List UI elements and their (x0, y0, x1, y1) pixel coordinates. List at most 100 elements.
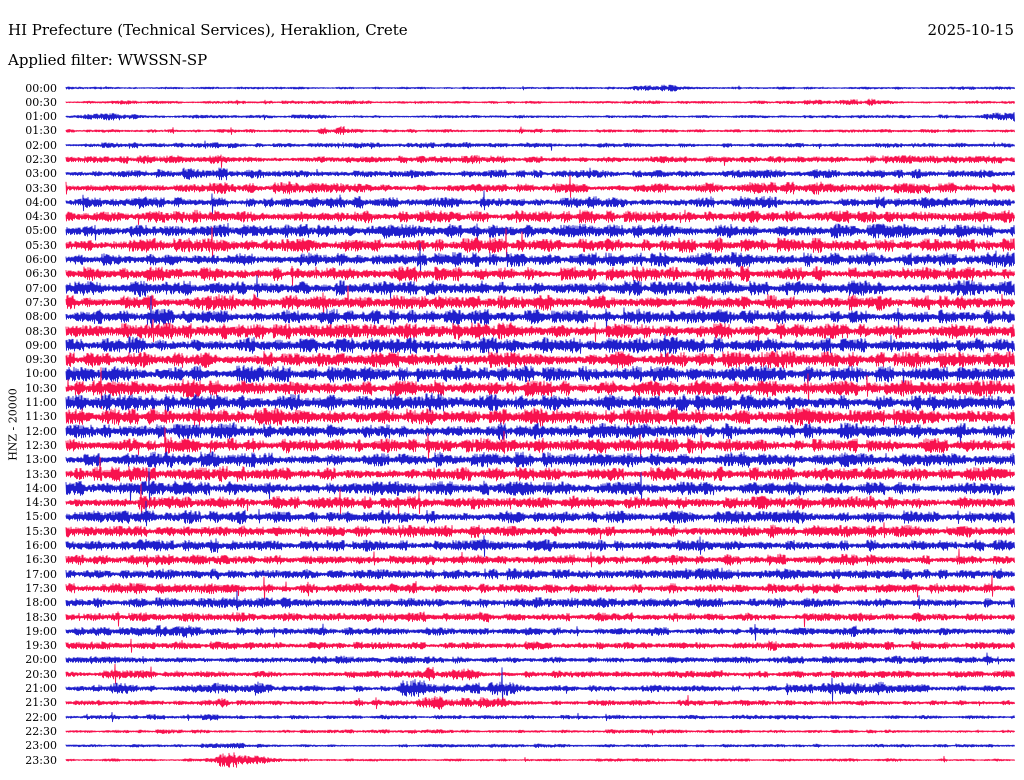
time-label-1430: 14:30 (25, 496, 57, 510)
time-label-0130: 01:30 (25, 124, 57, 138)
seismo-trace-0130 (65, 125, 1015, 136)
seismo-trace-1500 (65, 500, 1015, 527)
time-label-0230: 02:30 (25, 152, 57, 166)
seismo-trace-0730 (65, 285, 1015, 321)
time-label-2100: 21:00 (25, 682, 57, 695)
time-label-0200: 02:00 (25, 138, 57, 152)
time-label-1230: 12:30 (25, 438, 57, 452)
seismo-trace-1900 (65, 623, 1015, 641)
time-label-1830: 18:30 (25, 610, 57, 624)
seismo-trace-0030 (65, 98, 1015, 106)
time-label-1130: 11:30 (25, 410, 57, 424)
seismo-trace-2130 (65, 694, 1015, 710)
time-label-1700: 17:00 (25, 567, 57, 581)
seismo-trace-0600 (65, 242, 1015, 275)
seismo-trace-0300 (65, 167, 1015, 181)
seismo-trace-2230 (65, 728, 1015, 736)
time-label-2000: 20:00 (25, 653, 57, 667)
seismo-trace-0200 (65, 140, 1015, 151)
seismo-trace-1330 (65, 456, 1015, 483)
seismo-trace-1930 (65, 638, 1015, 653)
time-label-1530: 15:30 (25, 524, 57, 538)
seismo-trace-0100 (65, 112, 1015, 122)
time-label-2030: 20:30 (25, 667, 57, 681)
seismo-trace-1430 (65, 483, 1015, 520)
time-label-0330: 03:30 (25, 181, 57, 195)
time-label-1300: 13:00 (25, 453, 57, 467)
time-label-0600: 06:00 (25, 253, 57, 267)
seismo-trace-0700 (65, 274, 1015, 299)
time-label-1000: 10:00 (25, 367, 57, 381)
time-label-0400: 04:00 (25, 195, 57, 209)
seismo-trace-0400 (65, 190, 1015, 215)
seismo-trace-0230 (65, 154, 1015, 168)
seismo-trace-1830 (65, 611, 1015, 628)
time-label-1730: 17:30 (25, 581, 57, 595)
seismo-trace-0930 (65, 350, 1015, 369)
time-label-0830: 08:30 (25, 324, 57, 338)
time-label-2300: 23:00 (25, 739, 57, 753)
time-label-2130: 21:30 (25, 696, 57, 710)
time-label-1630: 16:30 (25, 553, 57, 567)
seismo-trace-1100 (65, 392, 1015, 413)
seismo-trace-1800 (65, 590, 1015, 611)
time-label-1200: 12:00 (25, 424, 57, 438)
time-label-0530: 05:30 (25, 238, 57, 252)
time-label-0630: 06:30 (25, 267, 57, 281)
seismo-trace-1300 (65, 451, 1015, 469)
seismo-trace-0830 (65, 319, 1015, 343)
seismo-trace-2300 (65, 742, 1015, 749)
seismo-trace-1530 (65, 522, 1015, 540)
time-label-1900: 19:00 (25, 624, 57, 638)
seismo-trace-1030 (65, 367, 1015, 410)
seismo-trace-2100 (65, 667, 1015, 704)
time-label-0930: 09:30 (25, 353, 57, 367)
time-label-1330: 13:30 (25, 467, 57, 481)
seismo-trace-0000 (65, 84, 1015, 92)
time-label-1500: 15:00 (25, 510, 57, 524)
seismo-trace-0330 (65, 174, 1015, 198)
seismo-trace-0900 (65, 333, 1015, 362)
applied-filter-label: Applied filter: WWSSN-SP (8, 51, 208, 69)
time-label-0700: 07:00 (25, 281, 57, 295)
seismo-trace-1130 (65, 407, 1015, 427)
time-label-2200: 22:00 (25, 710, 57, 724)
seismo-trace-1230 (65, 427, 1015, 461)
seismo-trace-2330 (65, 752, 1015, 768)
time-label-0430: 04:30 (25, 210, 57, 224)
time-label-0800: 08:00 (25, 310, 57, 324)
time-label-1030: 10:30 (25, 381, 57, 395)
time-label-0030: 00:30 (25, 95, 57, 109)
time-label-0500: 05:00 (25, 224, 57, 238)
seismo-trace-0530 (65, 226, 1015, 260)
seismo-trace-1630 (65, 548, 1015, 568)
station-title: HI Prefecture (Technical Services), Hera… (8, 21, 408, 39)
record-date: 2025-10-15 (927, 21, 1014, 39)
seismo-trace-1700 (65, 567, 1015, 581)
seismo-trace-0630 (65, 265, 1015, 287)
seismo-trace-2030 (65, 663, 1015, 685)
time-label-0000: 00:00 (25, 81, 57, 95)
time-label-0300: 03:00 (25, 167, 57, 181)
seismo-trace-1730 (65, 574, 1015, 600)
time-label-0100: 01:00 (25, 110, 57, 124)
time-label-0730: 07:30 (25, 295, 57, 309)
seismo-trace-1400 (65, 468, 1015, 506)
time-label-1400: 14:00 (25, 481, 57, 495)
seismo-trace-1600 (65, 535, 1015, 557)
seismo-trace-1200 (65, 422, 1015, 449)
time-label-1930: 19:30 (25, 639, 57, 653)
seismo-trace-2000 (65, 652, 1015, 666)
time-label-2330: 23:30 (25, 753, 57, 767)
time-label-0900: 09:00 (25, 338, 57, 352)
seismo-trace-0430 (65, 209, 1015, 226)
time-label-1100: 11:00 (25, 396, 57, 410)
seismo-trace-0800 (65, 295, 1015, 333)
time-label-2230: 22:30 (25, 724, 57, 738)
seismo-trace-1000 (65, 364, 1015, 387)
time-label-1600: 16:00 (25, 539, 57, 553)
time-label-1800: 18:00 (25, 596, 57, 610)
seismo-trace-0500 (65, 222, 1015, 241)
